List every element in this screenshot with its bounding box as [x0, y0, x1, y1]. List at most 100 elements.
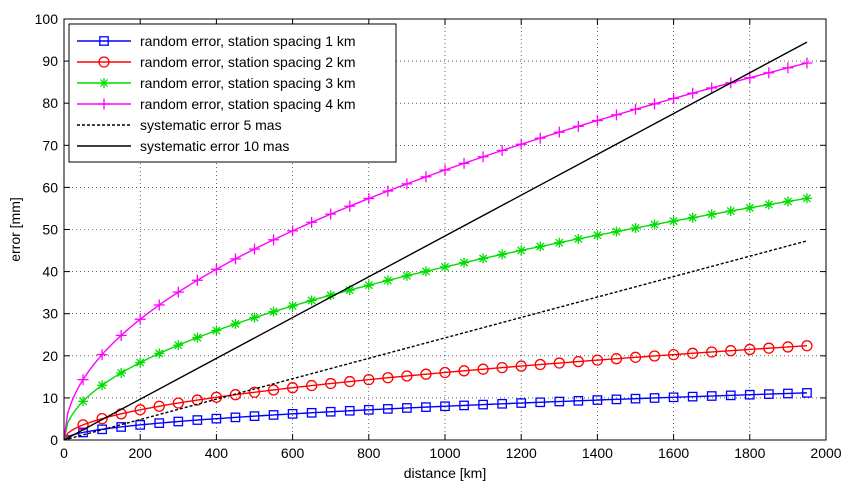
- data-point: [763, 199, 774, 210]
- data-point: [516, 245, 527, 256]
- data-point: [802, 388, 812, 398]
- series-line: [64, 392, 807, 440]
- data-point: [611, 226, 622, 237]
- data-point: [249, 243, 260, 255]
- legend-label: systematic error 5 mas: [140, 117, 282, 133]
- data-point: [744, 202, 755, 213]
- data-point: [287, 225, 299, 237]
- data-point: [515, 360, 527, 372]
- legend-box: [68, 23, 397, 163]
- y-tick-label: 10: [42, 390, 58, 406]
- data-point: [591, 115, 603, 127]
- data-point: [668, 216, 679, 227]
- legend-entry-random-error-station-spacing-2-km: random error, station spacing 2 km: [77, 54, 356, 70]
- data-point: [172, 397, 184, 409]
- data-point: [325, 208, 337, 220]
- data-point: [96, 413, 108, 425]
- data-point: [783, 388, 793, 399]
- x-axis-title: distance [km]: [404, 465, 486, 481]
- x-tick-label: 1000: [429, 445, 460, 461]
- data-point: [306, 295, 317, 306]
- data-point: [439, 164, 451, 176]
- data-point: [515, 138, 527, 150]
- data-point: [249, 411, 260, 421]
- legend-label: systematic error 10 mas: [140, 138, 289, 154]
- data-point: [153, 299, 165, 311]
- data-point: [725, 206, 736, 217]
- legend-entry-systematic-error-5-mas: systematic error 5 mas: [77, 117, 282, 133]
- data-point: [668, 92, 680, 104]
- data-point: [325, 377, 337, 390]
- data-point: [497, 249, 508, 260]
- data-point: [173, 340, 184, 351]
- x-tick-label: 1400: [582, 445, 613, 461]
- data-point: [478, 399, 488, 410]
- series-random-error-station-spacing-3-km: [64, 193, 812, 440]
- data-point: [192, 332, 203, 343]
- data-point: [268, 306, 279, 317]
- data-point: [706, 391, 717, 401]
- legend-entry-systematic-error-10-mas: systematic error 10 mas: [77, 138, 289, 154]
- data-point: [496, 361, 508, 374]
- data-point: [382, 372, 394, 384]
- data-point: [610, 353, 623, 365]
- y-tick-label: 40: [42, 264, 58, 280]
- data-point: [363, 404, 374, 415]
- x-tick-label: 600: [281, 445, 305, 461]
- data-point: [96, 349, 108, 361]
- data-point: [344, 375, 356, 388]
- data-point: [191, 274, 203, 286]
- data-point: [153, 400, 165, 412]
- series-layer: [64, 41, 813, 440]
- data-point: [248, 386, 261, 398]
- data-point: [725, 390, 736, 401]
- legend-entry-random-error-station-spacing-4-km: random error, station spacing 4 km: [77, 96, 356, 112]
- data-point: [97, 380, 108, 391]
- x-tick-label: 1800: [734, 445, 765, 461]
- data-point: [64, 435, 69, 440]
- data-point: [135, 357, 146, 368]
- data-point: [458, 157, 470, 169]
- data-point: [668, 392, 679, 403]
- legend-label: random error, station spacing 3 km: [140, 75, 356, 91]
- data-point: [706, 346, 718, 358]
- legend: random error, station spacing 1 km random…: [68, 23, 397, 163]
- data-point: [516, 398, 527, 408]
- y-tick-label: 80: [42, 95, 58, 111]
- data-point: [553, 357, 565, 369]
- data-point: [401, 178, 413, 190]
- data-point: [305, 379, 318, 392]
- data-point: [591, 354, 604, 366]
- data-point: [782, 62, 794, 74]
- data-point: [535, 397, 546, 408]
- data-point: [573, 233, 584, 244]
- data-point: [630, 223, 641, 234]
- data-point: [629, 351, 642, 363]
- axes-layer: [63, 18, 827, 441]
- legend-label: random error, station spacing 1 km: [140, 33, 356, 49]
- y-tick-label: 30: [42, 306, 58, 322]
- data-point: [610, 109, 622, 121]
- legend-entry-random-error-station-spacing-3-km: random error, station spacing 3 km: [77, 75, 356, 91]
- y-tick-label: 50: [42, 222, 58, 238]
- data-point: [478, 253, 489, 264]
- data-point: [344, 200, 356, 212]
- x-tick-label: 2000: [810, 445, 841, 461]
- data-point: [801, 193, 812, 204]
- data-point: [611, 394, 622, 405]
- data-point: [553, 126, 565, 138]
- data-point: [97, 424, 107, 435]
- series-line: [64, 197, 808, 440]
- series-systematic-error-10-mas: [64, 41, 808, 440]
- data-point: [477, 151, 489, 163]
- data-point: [134, 404, 146, 416]
- data-point: [725, 345, 737, 357]
- data-point: [687, 391, 698, 402]
- data-point: [801, 340, 813, 352]
- data-point: [210, 391, 223, 403]
- data-point: [344, 405, 355, 416]
- tick-labels-layer: 0 200 400 600 800 1000 1200 1400 1600 1800 2000 0 10…: [35, 11, 842, 461]
- data-point: [268, 410, 279, 420]
- series-line: [64, 41, 808, 440]
